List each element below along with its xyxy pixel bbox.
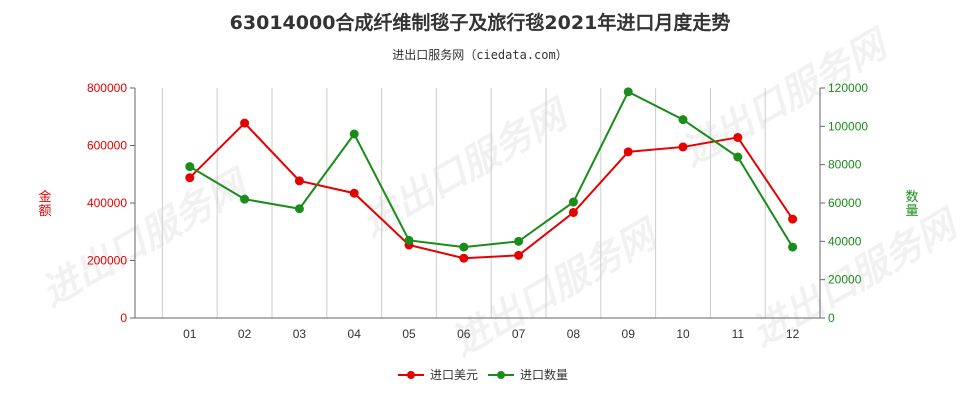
series-line	[189, 90, 794, 249]
right-tick-label: 60000	[828, 196, 862, 210]
data-point	[294, 176, 304, 186]
data-point	[678, 115, 688, 125]
right-tick-label: 0	[828, 311, 835, 325]
legend: 进口美元 进口数量	[398, 367, 568, 382]
watermark-text: 进出口服务网	[354, 90, 578, 245]
data-point	[349, 129, 359, 139]
watermark-text: 进出口服务网	[444, 210, 668, 365]
right-tick-label: 40000	[828, 234, 862, 248]
data-point	[240, 194, 250, 204]
data-point	[788, 214, 798, 224]
right-tick-label: 100000	[828, 119, 868, 133]
right-tick-label: 80000	[828, 158, 862, 172]
data-point	[185, 173, 195, 183]
x-tick-label: 09	[622, 327, 636, 341]
legend-label: 进口美元	[430, 368, 478, 382]
series-layer	[185, 87, 798, 263]
series-line	[189, 121, 794, 260]
data-point	[678, 142, 688, 152]
data-point	[459, 242, 469, 252]
x-tick-label: 05	[402, 327, 416, 341]
chart-title: 63014000合成纤维制毯子及旅行毯2021年进口月度走势	[229, 12, 731, 34]
watermark-text: 进出口服务网	[34, 160, 258, 315]
data-point	[185, 162, 195, 172]
legend-swatch-dot	[497, 371, 505, 379]
right-tick-label: 20000	[828, 273, 862, 287]
data-point	[733, 132, 743, 142]
data-point	[623, 147, 633, 157]
data-point	[514, 250, 524, 260]
legend-swatch-dot	[407, 371, 415, 379]
left-tick-label: 200000	[87, 254, 127, 268]
left-axis-title: 额	[38, 204, 51, 219]
right-tick-label: 120000	[828, 81, 868, 95]
x-tick-label: 02	[238, 327, 252, 341]
watermark-text: 进出口服务网	[674, 20, 898, 175]
x-tick-label: 08	[567, 327, 581, 341]
data-point	[568, 197, 578, 207]
data-point	[788, 242, 798, 252]
x-tick-label: 11	[732, 327, 745, 341]
chart-subtitle: 进出口服务网（ciedata.com）	[392, 48, 568, 62]
x-tick-label: 07	[512, 327, 526, 341]
left-axis-title: 金	[38, 189, 51, 205]
left-tick-label: 600000	[87, 139, 127, 153]
data-point	[623, 87, 633, 97]
left-tick-label: 400000	[87, 196, 127, 210]
left-tick-label: 800000	[87, 81, 127, 95]
data-point	[404, 235, 414, 245]
data-point	[459, 253, 469, 263]
axes: 0 200000 400000 600000 800000 0 20000 40000 6000…	[38, 81, 918, 341]
x-tick-label: 04	[348, 327, 362, 341]
x-tick-label: 10	[676, 327, 690, 341]
data-point	[514, 236, 524, 246]
x-tick-label: 12	[786, 327, 800, 341]
x-tick-label: 06	[457, 327, 471, 341]
right-axis-title: 量	[905, 204, 918, 219]
data-point	[240, 118, 250, 128]
right-axis-title: 数	[905, 190, 918, 205]
legend-label: 进口数量	[520, 367, 568, 382]
data-point	[294, 204, 304, 214]
data-point	[568, 207, 578, 217]
data-point	[349, 188, 359, 198]
data-point	[733, 152, 743, 162]
x-tick-label: 03	[293, 327, 307, 341]
x-tick-label: 01	[183, 327, 197, 341]
grid-lines	[161, 88, 821, 318]
left-tick-label: 0	[120, 311, 127, 325]
